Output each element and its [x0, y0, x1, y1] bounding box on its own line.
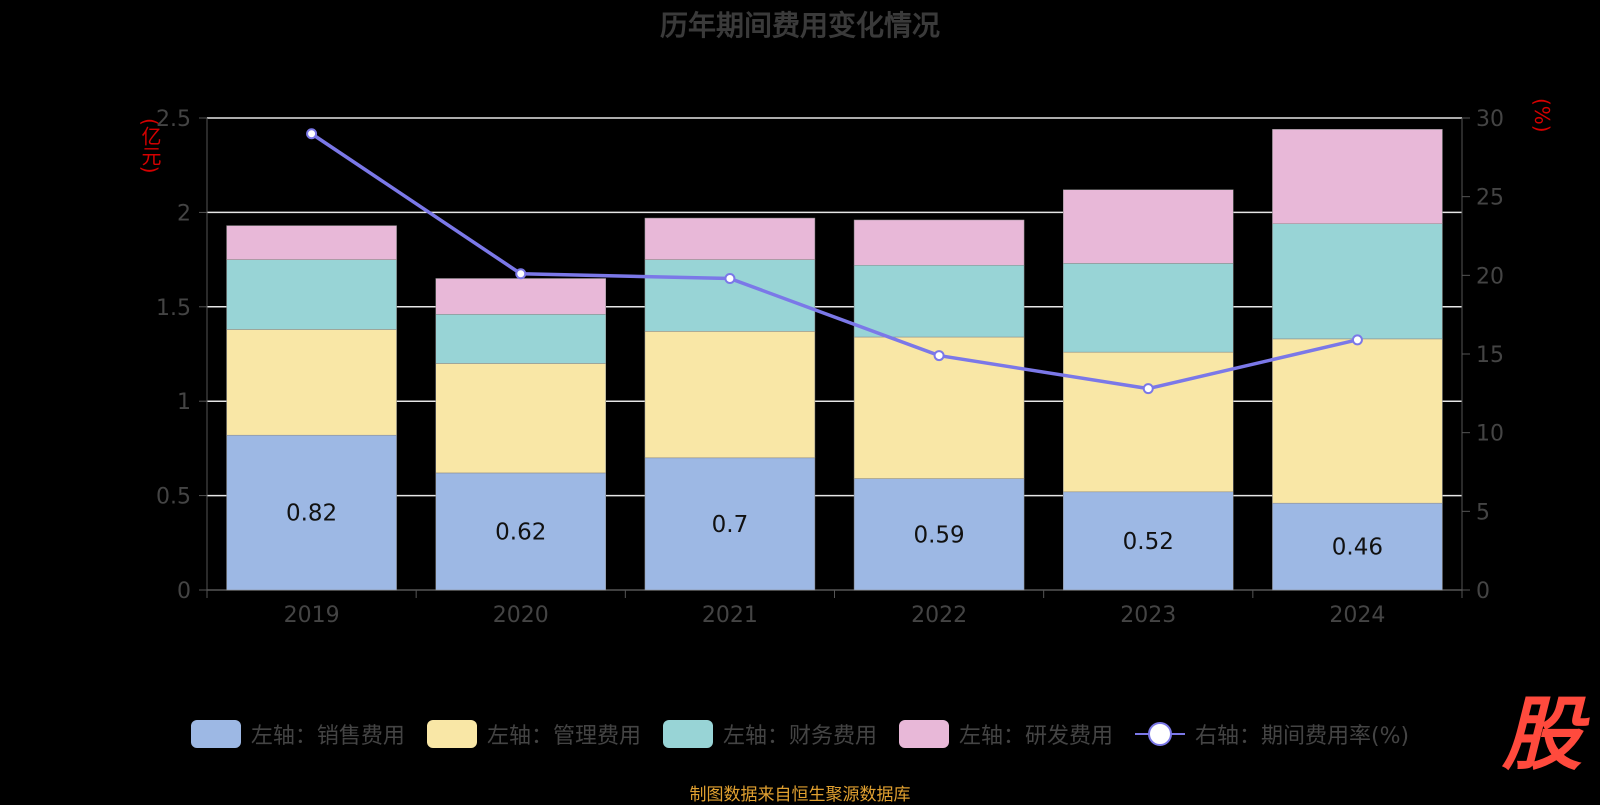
- bar-rnd: [1272, 129, 1443, 224]
- bar-rnd: [226, 225, 397, 260]
- legend-swatch-sales: [190, 720, 241, 748]
- legend-label-expense-rate: 右轴：期间费用率(%): [1194, 724, 1410, 749]
- bar-data-label: 0.52: [1123, 529, 1174, 555]
- x-tick-label: 2020: [493, 603, 549, 628]
- bar-finance: [853, 265, 1025, 338]
- left-tick-label: 0: [177, 579, 191, 604]
- legend-label-sales: 左轴：销售费用: [250, 724, 405, 749]
- bar-finance: [1063, 263, 1234, 353]
- right-tick-label: 10: [1476, 422, 1504, 447]
- bar-sales: [226, 434, 397, 591]
- right-tick-label: 30: [1476, 107, 1504, 132]
- x-tick-label: 2023: [1120, 603, 1176, 628]
- expense-rate-point: [1351, 334, 1363, 346]
- left-tick-label: 1: [177, 390, 191, 415]
- bar-data-label: 0.59: [913, 522, 964, 548]
- right-tick-label: 5: [1476, 500, 1490, 525]
- left-tick-label: 0.5: [156, 485, 191, 510]
- bar-admin: [644, 331, 816, 459]
- bar-data-label: 0.62: [495, 519, 546, 545]
- legend: 左轴：销售费用 左轴：管理费用 左轴：财务费用 左轴：研发费用 右轴：期间费用率…: [0, 718, 1600, 750]
- right-axis-unit: (%): [1530, 98, 1554, 133]
- bar-rnd: [435, 278, 606, 315]
- right-tick-label: 25: [1476, 186, 1504, 211]
- legend-label-finance: 左轴：财务费用: [722, 724, 877, 749]
- legend-swatch-rnd: [898, 720, 949, 748]
- bar-finance: [1272, 223, 1443, 340]
- chart-title: 历年期间费用变化情况: [659, 9, 940, 42]
- expense-rate-point: [933, 350, 945, 362]
- bar-sales: [435, 472, 606, 591]
- legend-item-rnd[interactable]: 左轴：研发费用: [898, 718, 1113, 750]
- bar-finance: [435, 314, 606, 364]
- x-tick-label: 2022: [911, 603, 967, 628]
- brand-logo: 股: [1502, 687, 1582, 781]
- bar-rnd: [644, 217, 816, 260]
- legend-label-rnd: 左轴：研发费用: [958, 724, 1113, 749]
- data-source: 制图数据来自恒生聚源数据库: [689, 785, 911, 805]
- left-tick-label: 2: [177, 201, 191, 226]
- x-tick-label: 2019: [284, 603, 340, 628]
- expense-rate-point: [515, 268, 527, 280]
- x-tick-label: 2024: [1329, 603, 1385, 628]
- expense-rate-point: [1142, 383, 1154, 395]
- bar-admin: [435, 363, 606, 474]
- left-tick-label: 1.5: [156, 296, 191, 321]
- right-tick-label: 0: [1476, 579, 1490, 604]
- bar-rnd: [1063, 189, 1234, 264]
- left-axis-unit: (亿元): [138, 118, 162, 174]
- legend-item-expense-rate[interactable]: 右轴：期间费用率(%): [1134, 718, 1410, 750]
- bar-sales: [1063, 491, 1234, 591]
- x-tick-label: 2021: [702, 603, 758, 628]
- expense-rate-line: [310, 132, 1358, 391]
- right-tick-label: 20: [1476, 264, 1504, 289]
- legend-line-icon: [1134, 720, 1185, 748]
- bar-admin: [226, 329, 397, 436]
- bar-data-label: 0.7: [712, 512, 749, 538]
- legend-swatch-admin: [426, 720, 477, 748]
- legend-item-finance[interactable]: 左轴：财务费用: [662, 718, 877, 750]
- legend-label-admin: 左轴：管理费用: [486, 724, 641, 749]
- legend-item-admin[interactable]: 左轴：管理费用: [426, 718, 641, 750]
- bar-sales: [853, 478, 1025, 591]
- chart-area: 0 0.5 1 1.5 2 2.5 0 5 10 15 20 25 30 2019 2020 2021 2022…: [156, 107, 1504, 628]
- legend-item-sales[interactable]: 左轴：销售费用: [190, 718, 405, 750]
- bar-sales: [644, 457, 816, 591]
- bar-data-label: 0.82: [286, 501, 337, 527]
- right-tick-label: 15: [1476, 343, 1504, 368]
- expense-rate-point: [306, 128, 318, 140]
- bar-finance: [226, 259, 397, 330]
- expense-rate-point: [724, 272, 736, 284]
- bar-data-label: 0.46: [1332, 535, 1383, 561]
- bar-finance: [644, 259, 816, 332]
- bar-admin: [1272, 338, 1443, 504]
- bar-rnd: [853, 219, 1025, 266]
- left-tick-label: 2.5: [156, 107, 191, 132]
- bar-sales: [1272, 502, 1443, 591]
- legend-swatch-finance: [662, 720, 713, 748]
